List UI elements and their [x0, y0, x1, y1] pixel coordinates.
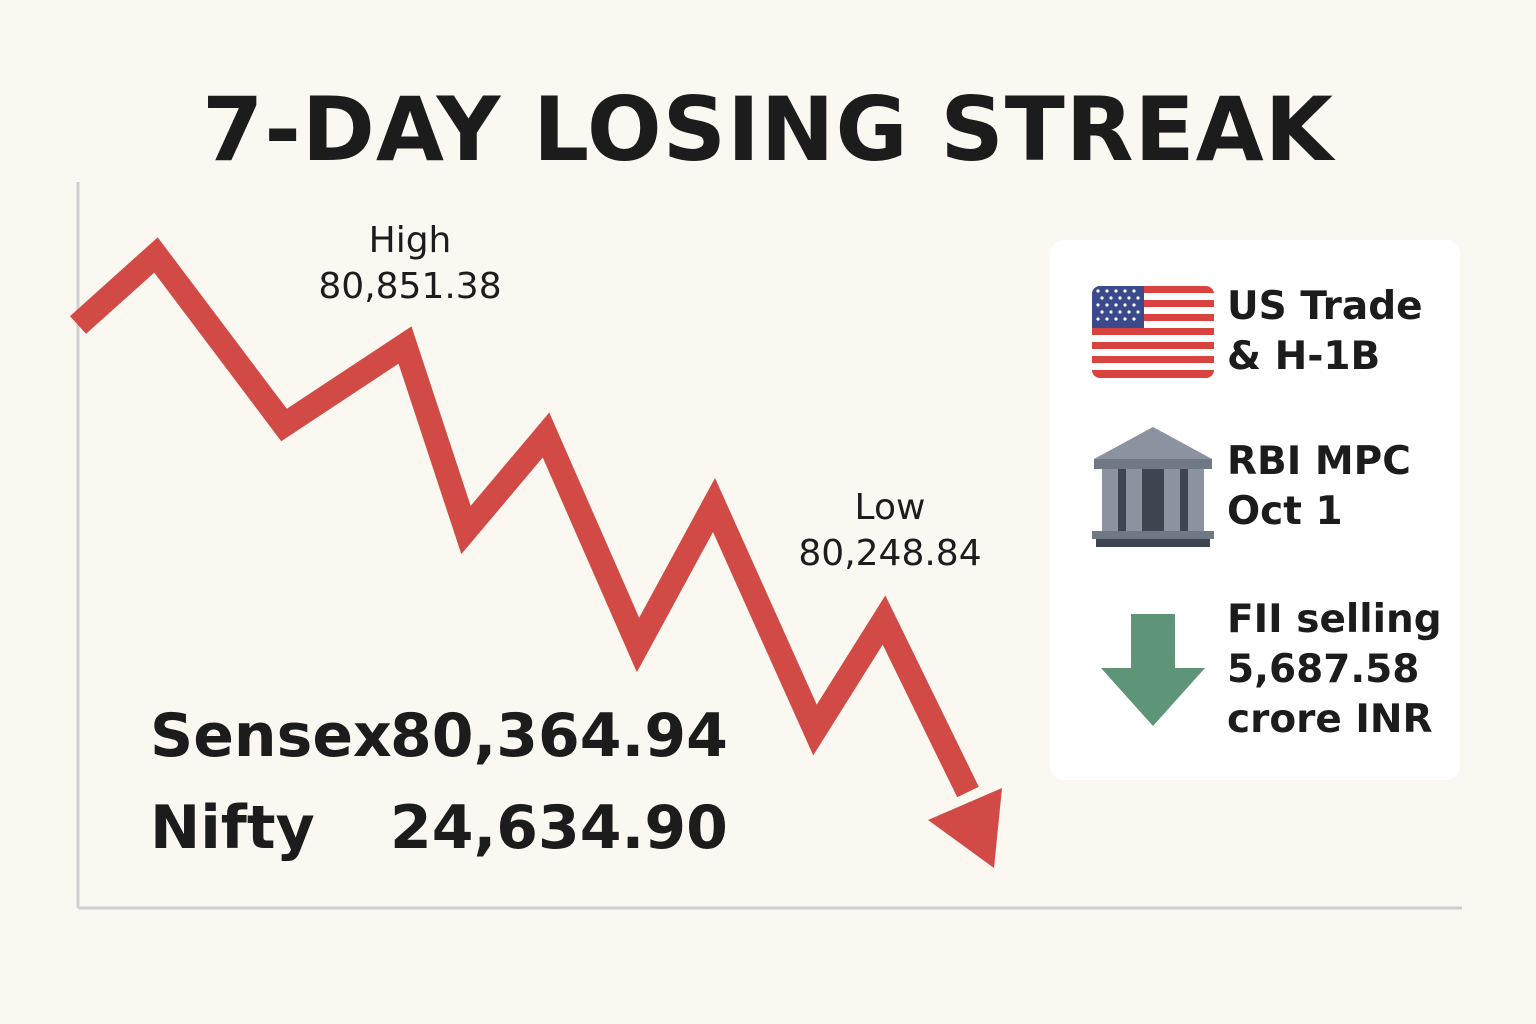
low-label: Low — [854, 487, 926, 528]
fii-selling-line1: FII selling — [1227, 597, 1442, 642]
fii-selling-line3: crore INR — [1227, 697, 1433, 742]
trend-line — [69, 237, 979, 798]
high-label: High — [368, 220, 452, 261]
nifty-row: Nifty 24,634.90 — [150, 782, 728, 874]
nifty-name: Nifty — [150, 793, 315, 863]
high-value: 80,851.38 — [318, 266, 502, 307]
fii-selling-item: FII selling 5,687.58 crore INR — [1090, 595, 1442, 745]
nifty-value: 24,634.90 — [390, 793, 728, 863]
sensex-value: 80,364.94 — [390, 701, 728, 771]
rbi-mpc-line1: RBI MPC — [1227, 439, 1411, 484]
us-trade-line2: & H-1B — [1227, 334, 1381, 379]
factors-panel: US Trade & H-1B RBI MPC Oct 1 — [1050, 240, 1460, 780]
us-trade-line1: US Trade — [1227, 284, 1423, 329]
high-annotation: High 80,851.38 — [300, 218, 520, 310]
page-title: 7-DAY LOSING STREAK — [202, 78, 1334, 181]
trend-arrowhead — [928, 788, 1002, 868]
us-trade-text: US Trade & H-1B — [1227, 282, 1423, 382]
down-arrow-icon — [1090, 614, 1215, 726]
rbi-mpc-text: RBI MPC Oct 1 — [1227, 437, 1411, 537]
fii-selling-line2: 5,687.58 — [1227, 647, 1420, 692]
low-value: 80,248.84 — [798, 533, 982, 574]
us-flag-icon — [1090, 286, 1215, 378]
rbi-mpc-item: RBI MPC Oct 1 — [1090, 425, 1411, 549]
sensex-name: Sensex — [150, 701, 392, 771]
low-annotation: Low 80,248.84 — [770, 485, 1010, 577]
index-summary: Sensex 80,364.94 Nifty 24,634.90 — [150, 690, 728, 874]
sensex-row: Sensex 80,364.94 — [150, 690, 728, 782]
us-trade-item: US Trade & H-1B — [1090, 282, 1423, 382]
rbi-mpc-line2: Oct 1 — [1227, 489, 1343, 534]
bank-building-icon — [1090, 425, 1215, 549]
fii-selling-text: FII selling 5,687.58 crore INR — [1227, 595, 1442, 745]
